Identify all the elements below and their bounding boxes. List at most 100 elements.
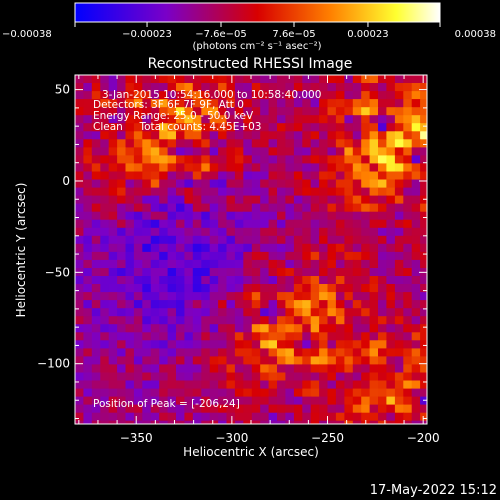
heatmap-cell xyxy=(176,83,185,92)
heatmap-cell xyxy=(403,99,413,108)
heatmap-cell xyxy=(352,99,362,108)
heatmap-cell xyxy=(277,308,286,317)
heatmap-cell xyxy=(167,348,177,357)
heatmap-cell xyxy=(176,227,185,237)
heatmap-cell xyxy=(108,203,118,213)
heatmap-cell xyxy=(285,284,295,293)
heatmap-cell xyxy=(91,179,101,189)
heatmap-cell xyxy=(335,195,345,205)
heatmap-cell xyxy=(411,251,421,261)
heatmap-cell xyxy=(386,372,396,382)
heatmap-cell xyxy=(411,340,421,349)
heatmap-cell xyxy=(293,227,303,237)
heatmap-cell xyxy=(260,235,270,245)
heatmap-cell xyxy=(302,332,312,341)
heatmap-cell xyxy=(142,107,152,116)
heatmap-cell xyxy=(335,251,345,261)
heatmap-cell xyxy=(260,243,270,253)
heatmap-cell xyxy=(218,251,228,261)
heatmap-cell xyxy=(344,300,354,309)
heatmap-cell xyxy=(327,300,337,309)
heatmap-cell xyxy=(361,99,371,108)
heatmap-cell xyxy=(319,179,329,189)
heatmap-cell xyxy=(117,195,127,205)
heatmap-cell xyxy=(133,195,143,205)
heatmap-cell xyxy=(108,107,118,116)
heatmap-cell xyxy=(378,195,387,205)
heatmap-cell xyxy=(293,356,303,365)
heatmap-cell xyxy=(184,420,194,424)
heatmap-cell xyxy=(125,348,135,357)
heatmap-cell xyxy=(302,284,312,293)
heatmap-cell xyxy=(277,268,286,277)
heatmap-cell xyxy=(277,388,286,398)
heatmap-cell xyxy=(411,195,421,205)
colorbar-tick-label: 0.00038 xyxy=(455,29,496,40)
heatmap-cell xyxy=(429,381,438,390)
heatmap-cell xyxy=(369,203,379,213)
heatmap-cell xyxy=(268,348,278,357)
heatmap-cell xyxy=(386,308,396,317)
heatmap-cell xyxy=(269,429,278,438)
heatmap-cell xyxy=(218,211,228,221)
heatmap-cell xyxy=(420,348,427,357)
heatmap-cell xyxy=(218,147,228,156)
heatmap-cell xyxy=(310,300,320,309)
heatmap-cell xyxy=(327,324,337,333)
heatmap-cell xyxy=(429,196,438,205)
heatmap-cell xyxy=(369,75,379,84)
heatmap-cell xyxy=(167,203,177,213)
heatmap-cell xyxy=(91,364,101,373)
heatmap-cell xyxy=(361,404,371,414)
heatmap-cell xyxy=(251,219,261,229)
heatmap-cell xyxy=(319,163,329,172)
heatmap-cell xyxy=(75,420,84,424)
heatmap-cell xyxy=(285,211,295,221)
heatmap-cell xyxy=(159,211,169,221)
heatmap-cell xyxy=(209,131,219,140)
heatmap-cell xyxy=(319,251,329,261)
heatmap-cell xyxy=(420,396,427,406)
heatmap-cell xyxy=(184,139,194,148)
heatmap-cell xyxy=(218,380,228,390)
heatmap-cell xyxy=(176,308,185,317)
heatmap-cell xyxy=(117,251,127,261)
heatmap-cell xyxy=(251,203,261,213)
heatmap-cell xyxy=(167,83,177,92)
heatmap-cell xyxy=(327,284,337,293)
heatmap-cell xyxy=(226,235,236,245)
heatmap-cell xyxy=(100,308,110,317)
heatmap-cell xyxy=(394,300,404,309)
heatmap-cell xyxy=(201,412,211,422)
heatmap-cell xyxy=(411,235,421,245)
heatmap-cell xyxy=(184,107,194,116)
heatmap-cell xyxy=(150,340,160,349)
heatmap-cell xyxy=(176,163,185,172)
heatmap-cell xyxy=(386,332,396,341)
heatmap-cell xyxy=(83,227,93,237)
heatmap-cell xyxy=(218,107,228,116)
heatmap-cell xyxy=(378,243,387,253)
heatmap-cell xyxy=(218,123,228,132)
heatmap-cell xyxy=(201,235,211,245)
heatmap-cell xyxy=(117,396,127,406)
heatmap-cell xyxy=(277,83,286,92)
heatmap-cell xyxy=(75,356,84,365)
heatmap-cell xyxy=(201,163,211,172)
heatmap-cell xyxy=(310,292,320,301)
heatmap-cell xyxy=(176,316,185,325)
heatmap-cell xyxy=(83,348,93,357)
heatmap-cell xyxy=(243,227,253,237)
heatmap-cell xyxy=(361,147,371,156)
heatmap-cell xyxy=(125,211,135,221)
heatmap-cell xyxy=(209,251,219,261)
heatmap-cell xyxy=(226,316,236,325)
heatmap-cell xyxy=(201,324,211,333)
colorbar xyxy=(74,2,441,23)
heatmap-cell xyxy=(378,179,387,189)
heatmap-cell xyxy=(268,163,278,172)
heatmap-cell xyxy=(176,235,185,245)
heatmap-cell xyxy=(83,83,93,92)
heatmap-cell xyxy=(108,243,118,253)
heatmap-cell xyxy=(251,316,261,325)
